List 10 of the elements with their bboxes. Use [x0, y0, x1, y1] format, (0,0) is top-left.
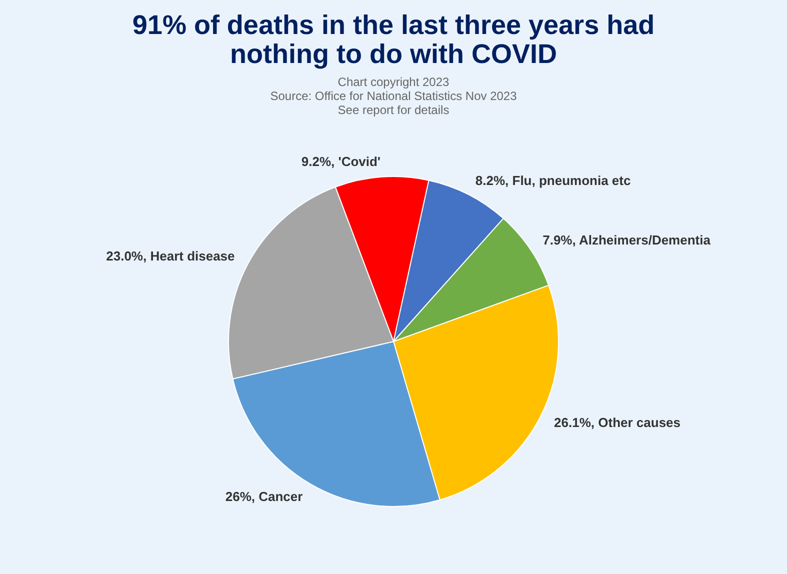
source-note: Source: Office for National Statistics Nov 2023 — [270, 89, 518, 103]
slice-label: 23.0%, Heart disease — [106, 248, 235, 264]
slice-label: 7.9%, Alzheimers/Dementia — [542, 232, 712, 248]
chart-title: 91% of deaths in the last three years had nothing to do with COVID — [132, 10, 655, 69]
text: See report for details — [338, 103, 450, 117]
slice-label: 9.2%, 'Covid' — [301, 154, 381, 169]
slice-label: 26%, Cancer — [225, 488, 303, 504]
slice-label: 26.1%, Other causes — [554, 414, 681, 430]
slice-label: 8.2%, Flu, pneumonia etc — [475, 173, 631, 188]
text: Chart copyright 2023 — [338, 75, 450, 89]
